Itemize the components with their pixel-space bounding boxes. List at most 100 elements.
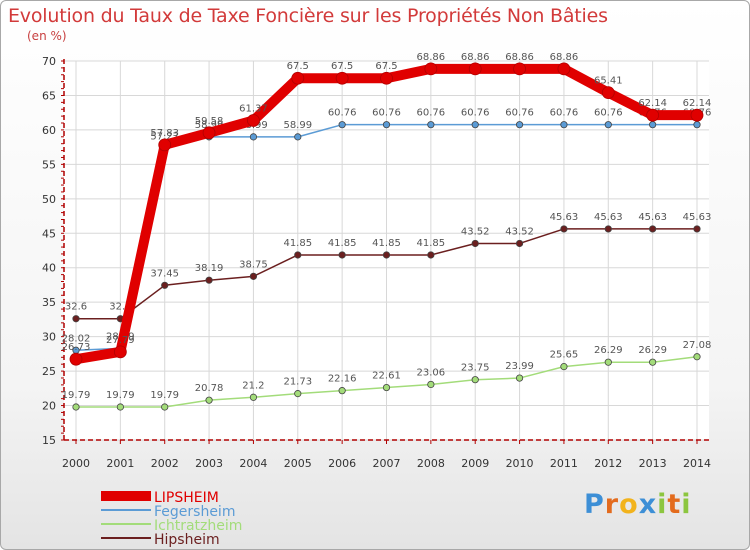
data-label: 62.14 [638,98,667,109]
x-tick-label: 2011 [550,457,578,470]
data-label: 60.76 [461,108,490,119]
data-point [515,121,524,129]
logo-letter: P [584,489,605,520]
x-tick-label: 2005 [284,457,312,470]
data-point [382,383,391,392]
data-point [158,138,172,152]
data-label: 27.08 [683,340,712,351]
data-label: 45.63 [594,212,623,223]
x-tick-label: 2001 [106,457,134,470]
legend-label: LIPSHEIM [154,490,219,506]
data-point [72,403,80,411]
data-point [116,403,124,411]
data-point [113,345,127,359]
x-tick-label: 2008 [417,457,445,470]
data-label: 60.76 [417,108,446,119]
data-label: 68.86 [417,52,446,63]
data-label: 38.75 [239,259,268,270]
data-point [649,225,657,233]
data-label: 67.5 [375,61,397,72]
data-label: 62.14 [683,98,712,109]
y-tick-label: 60 [42,124,56,137]
data-point [693,353,701,361]
y-tick-label: 35 [42,296,56,309]
data-point [161,281,169,289]
legend-label: Fegersheim [154,504,235,520]
data-point [382,251,391,259]
y-tick-label: 70 [42,55,56,68]
data-label: 60.76 [328,108,357,119]
logo-letter: t [667,489,682,520]
data-label: 22.61 [372,371,401,382]
data-label: 59.58 [195,116,224,127]
data-label: 68.86 [550,52,579,63]
data-label: 60.76 [550,108,579,119]
x-tick-label: 2000 [62,457,90,470]
x-tick-label: 2007 [373,457,401,470]
data-point [557,62,571,76]
x-tick-label: 2003 [195,457,223,470]
data-point [424,62,438,76]
data-label: 32.6 [65,302,87,313]
data-point [291,71,305,85]
data-point [515,239,524,248]
data-point [560,225,568,233]
y-tick-label: 30 [42,331,56,344]
logo-letter: x [638,489,658,520]
data-point [560,363,568,371]
data-label: 23.06 [417,367,446,378]
data-point [249,393,258,401]
y-tick-label: 45 [42,227,56,240]
data-label: 27.79 [106,335,135,346]
data-label: 58.99 [195,120,224,131]
data-point [471,376,479,384]
data-label: 60.76 [505,108,534,119]
legend-label: Hipsheim [154,532,220,548]
y-tick-label: 25 [42,365,56,378]
data-point [427,380,435,389]
data-label: 60.76 [594,108,623,119]
data-point [161,403,169,411]
data-label: 58.99 [283,120,312,131]
data-label: 26.73 [62,342,91,353]
data-point [690,108,704,122]
data-label: 57.27 [150,132,179,143]
x-tick-label: 2014 [683,457,711,470]
data-point [560,121,568,129]
data-label: 45.63 [683,212,712,223]
chart-title: Evolution du Taux de Taxe Foncière sur l… [8,5,608,27]
data-point [468,62,482,76]
data-point [693,121,701,129]
y-tick-label: 20 [42,400,56,413]
logo-letter: o [619,489,639,520]
data-label: 41.85 [283,238,312,249]
y-tick-label: 40 [42,262,56,275]
x-tick-label: 2013 [639,457,667,470]
data-label: 28.02 [62,333,91,344]
data-label: 19.79 [150,390,179,401]
data-point [69,352,83,366]
y-tick-label: 65 [42,89,56,102]
data-label: 43.52 [461,226,490,237]
data-label: 38.19 [195,263,224,274]
data-point [646,108,660,122]
data-label: 60.76 [372,108,401,119]
y-tick-label: 50 [42,193,56,206]
data-label: 21.73 [283,377,312,388]
data-label: 68.86 [505,52,534,63]
y-axis-unit: (en %) [27,29,67,43]
x-tick-label: 2012 [594,457,622,470]
data-point [202,126,216,140]
data-point [471,239,479,248]
data-label: 20.78 [195,383,224,394]
x-tick-label: 2002 [151,457,179,470]
data-point [205,276,213,284]
data-label: 65.41 [594,76,623,87]
data-point [427,121,435,129]
data-label: 23.75 [461,363,490,374]
data-label: 41.85 [328,238,357,249]
data-label: 41.85 [372,238,401,249]
y-tick-label: 15 [42,434,56,447]
data-label: 26.29 [638,345,667,356]
